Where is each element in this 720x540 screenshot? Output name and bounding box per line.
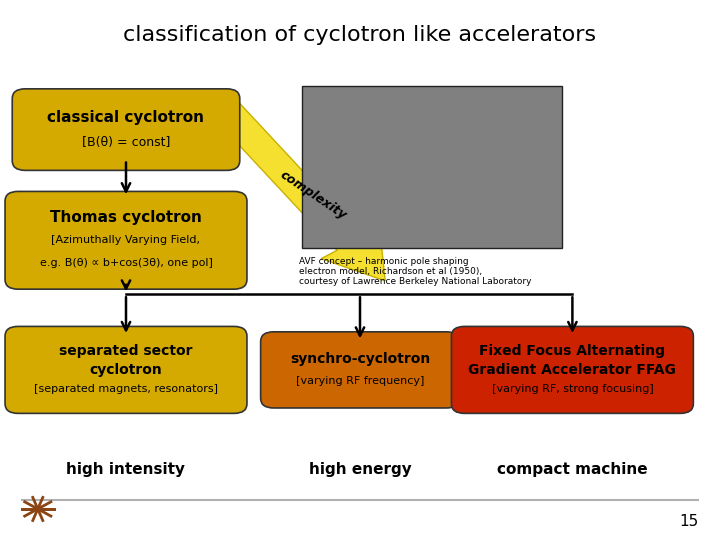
Text: Fixed Focus Alternating: Fixed Focus Alternating xyxy=(480,343,665,357)
Text: [varying RF frequency]: [varying RF frequency] xyxy=(296,376,424,386)
FancyBboxPatch shape xyxy=(12,89,240,171)
Text: classification of cyclotron like accelerators: classification of cyclotron like acceler… xyxy=(123,25,597,45)
Text: cyclotron: cyclotron xyxy=(89,363,163,377)
Text: classical cyclotron: classical cyclotron xyxy=(48,110,204,125)
FancyBboxPatch shape xyxy=(5,192,247,289)
FancyBboxPatch shape xyxy=(261,332,459,408)
Text: separated sector: separated sector xyxy=(59,343,193,357)
Text: e.g. B(θ) ∝ b+cos(3θ), one pol]: e.g. B(θ) ∝ b+cos(3θ), one pol] xyxy=(40,258,212,268)
Text: 15: 15 xyxy=(679,514,698,529)
Text: [Azimuthally Varying Field,: [Azimuthally Varying Field, xyxy=(52,235,200,245)
Text: synchro-cyclotron: synchro-cyclotron xyxy=(290,352,430,366)
Text: Gradient Accelerator FFAG: Gradient Accelerator FFAG xyxy=(469,363,676,377)
Polygon shape xyxy=(214,104,385,281)
Bar xyxy=(302,86,562,248)
FancyBboxPatch shape xyxy=(451,326,693,414)
Text: high intensity: high intensity xyxy=(66,462,186,477)
Text: [B(θ) = const]: [B(θ) = const] xyxy=(82,136,170,148)
Text: Thomas cyclotron: Thomas cyclotron xyxy=(50,211,202,225)
Text: complexity: complexity xyxy=(277,168,349,222)
Text: [separated magnets, resonators]: [separated magnets, resonators] xyxy=(34,384,218,394)
Text: AVF concept – harmonic pole shaping
electron model, Richardson et al (1950),
cou: AVF concept – harmonic pole shaping elec… xyxy=(299,256,531,286)
Text: [varying RF, strong focusing]: [varying RF, strong focusing] xyxy=(492,384,653,394)
Text: compact machine: compact machine xyxy=(497,462,648,477)
FancyBboxPatch shape xyxy=(5,326,247,414)
Text: high energy: high energy xyxy=(309,462,411,477)
